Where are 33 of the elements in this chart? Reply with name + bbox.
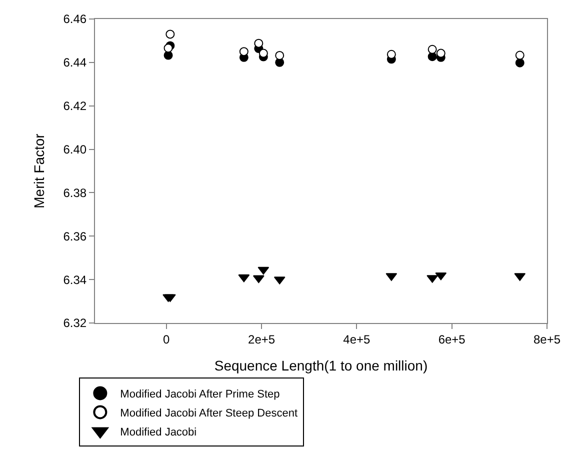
legend-label: Modified Jacobi bbox=[120, 426, 197, 439]
point bbox=[254, 38, 264, 48]
point bbox=[275, 50, 284, 60]
y-tick-label: 6.32 bbox=[63, 316, 87, 330]
point bbox=[515, 58, 524, 68]
point bbox=[436, 48, 446, 58]
legend-label: Modified Jacobi After Steep Descent bbox=[120, 408, 298, 420]
point bbox=[252, 275, 264, 284]
x-tick-label: 6e+5 bbox=[438, 332, 466, 346]
y-axis-title: Merit Factor bbox=[30, 133, 47, 208]
x-tick-label: 0 bbox=[163, 332, 170, 346]
x-tick-label: 2e+5 bbox=[248, 332, 276, 346]
y-tick-label: 6.36 bbox=[63, 229, 87, 244]
y-tick-label: 6.40 bbox=[63, 142, 87, 156]
point bbox=[239, 47, 248, 56]
point bbox=[166, 30, 175, 39]
x-tick-label: 4e+5 bbox=[343, 332, 371, 346]
point bbox=[428, 44, 437, 54]
x-axis-title: Sequence Length(1 to one million) bbox=[214, 358, 428, 374]
point bbox=[435, 272, 447, 280]
y-tick-label: 6.44 bbox=[63, 56, 87, 70]
point bbox=[238, 274, 250, 282]
y-tick-label: 6.34 bbox=[63, 272, 87, 287]
point bbox=[164, 44, 173, 53]
x-tick-label: 8e+5 bbox=[533, 332, 561, 346]
y-tick-label: 6.38 bbox=[63, 186, 87, 200]
y-tick-label: 6.42 bbox=[63, 99, 87, 114]
legend-label: Modified Jacobi After Prime Step bbox=[120, 388, 280, 401]
point bbox=[515, 50, 524, 60]
point bbox=[258, 48, 268, 58]
point bbox=[386, 50, 396, 59]
y-tick-label: 6.46 bbox=[63, 12, 87, 26]
point bbox=[258, 266, 270, 275]
